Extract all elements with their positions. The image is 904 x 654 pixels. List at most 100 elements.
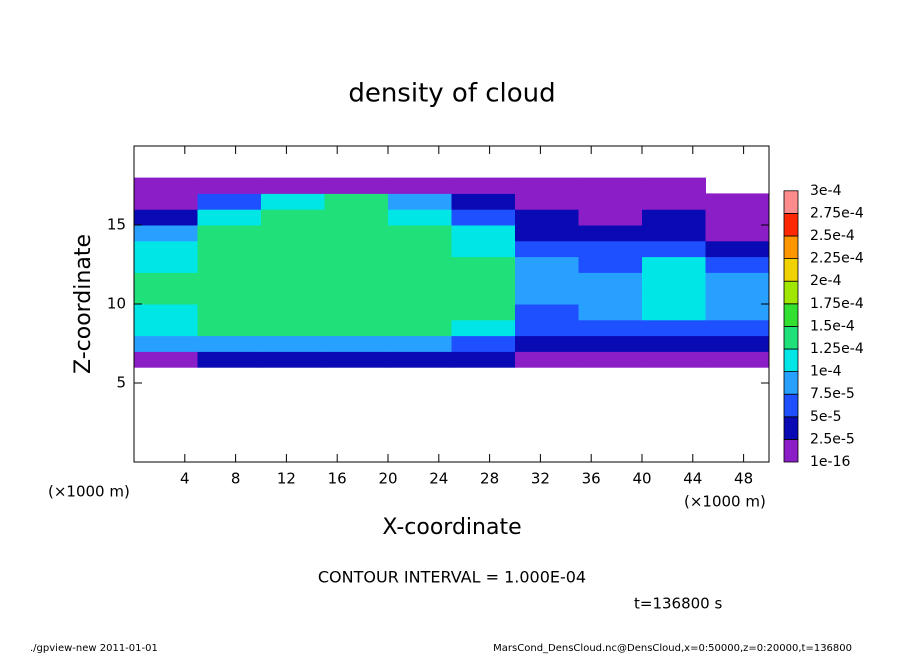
heat-cell	[261, 319, 325, 337]
heat-cell	[451, 335, 516, 352]
heat-cell	[134, 177, 198, 194]
heat-cell	[578, 288, 643, 305]
y-axis-label: Z-coordinate	[71, 234, 96, 374]
colorbar-label: 1e-4	[810, 364, 842, 380]
colorbar-label: 2.75e-4	[810, 205, 864, 221]
heat-cell	[642, 209, 706, 226]
heat-cell	[324, 225, 389, 242]
colorbar-label: 2.5e-4	[810, 228, 855, 244]
x-tick-label: 4	[180, 470, 190, 488]
heat-cell	[261, 335, 325, 352]
chart-title: density of cloud	[348, 79, 555, 109]
heat-cell	[642, 193, 706, 210]
x-unit-label: (×1000 m)	[684, 493, 766, 511]
heat-cell	[578, 304, 643, 321]
heat-cell	[451, 225, 516, 242]
x-tick-label: 36	[582, 470, 601, 488]
heat-cell	[642, 177, 706, 194]
heat-cell	[705, 240, 770, 258]
heat-cell	[451, 288, 516, 305]
heat-cell	[515, 240, 579, 258]
colorbar-label: 2.5e-5	[810, 431, 855, 447]
colorbar-box	[783, 393, 799, 418]
heat-cell	[515, 304, 579, 321]
heat-cell	[388, 288, 452, 305]
heat-cell	[134, 209, 198, 226]
y-tick-label: 15	[107, 216, 126, 234]
heat-cell	[515, 256, 579, 273]
heat-cell	[324, 335, 389, 352]
colorbar-box	[783, 258, 799, 282]
heat-cell	[705, 225, 770, 242]
heat-cell	[515, 288, 579, 305]
colorbar-box	[783, 190, 799, 214]
heat-cell	[134, 272, 198, 289]
heat-cell	[705, 335, 770, 352]
colorbar-box	[783, 280, 799, 305]
colorbar-label: 1e-16	[810, 454, 850, 470]
heat-cell	[197, 335, 262, 352]
heat-cell	[451, 272, 516, 289]
heat-cell	[261, 225, 325, 242]
heat-cell	[451, 177, 516, 194]
heat-cell	[197, 240, 262, 258]
heat-cell	[451, 193, 516, 210]
heat-cell	[134, 240, 198, 258]
heat-cell	[578, 193, 643, 210]
heat-cell	[451, 240, 516, 258]
heat-cell	[324, 193, 389, 210]
heat-cell	[388, 177, 452, 194]
heat-cell	[578, 256, 643, 273]
colorbar-label: 7.5e-5	[810, 386, 855, 402]
x-tick-label: 12	[277, 470, 296, 488]
heat-cell	[261, 209, 325, 226]
heat-cell	[134, 304, 198, 321]
heat-cell	[197, 319, 262, 337]
x-unit-label: (×1000 m)	[48, 483, 130, 501]
heat-cell	[578, 177, 643, 194]
heat-cell	[197, 256, 262, 273]
heat-cell	[705, 304, 770, 321]
x-tick-label: 28	[480, 470, 499, 488]
heat-cell	[324, 304, 389, 321]
x-tick-label: 24	[429, 470, 448, 488]
heat-cell	[388, 256, 452, 273]
heat-cell	[134, 288, 198, 305]
x-tick-label: 16	[328, 470, 347, 488]
heat-cell	[324, 209, 389, 226]
colorbar-box	[783, 371, 799, 395]
y-tick-label: 5	[116, 374, 126, 392]
heat-cell	[515, 177, 579, 194]
heat-cell	[134, 256, 198, 273]
heat-cell	[261, 272, 325, 289]
heat-cell	[388, 209, 452, 226]
x-axis-label: X-coordinate	[382, 515, 521, 540]
heat-cell	[388, 351, 452, 368]
heat-cell	[705, 288, 770, 305]
heat-cell	[515, 335, 579, 352]
colorbar-box	[783, 303, 799, 327]
x-tick-label: 32	[531, 470, 550, 488]
contour-note: CONTOUR INTERVAL = 1.000E-04	[318, 568, 586, 587]
x-tick-label: 20	[378, 470, 397, 488]
heat-cell	[261, 304, 325, 321]
heat-cell	[324, 288, 389, 305]
heat-cell	[642, 304, 706, 321]
time-note: t=136800 s	[634, 595, 722, 613]
heat-cell	[578, 240, 643, 258]
colorbar-label: 1.75e-4	[810, 296, 864, 312]
heat-cell	[578, 335, 643, 352]
colorbar-box	[783, 438, 799, 463]
heat-cell	[642, 335, 706, 352]
heat-cell	[261, 240, 325, 258]
heat-cell	[134, 225, 198, 242]
heat-cell	[134, 319, 198, 337]
heat-cell	[515, 225, 579, 242]
heat-cell	[261, 256, 325, 273]
x-tick-label: 40	[632, 470, 651, 488]
heat-cell	[642, 351, 706, 368]
heat-cell	[705, 272, 770, 289]
colorbar-label: 5e-5	[810, 409, 841, 425]
heat-cell	[197, 288, 262, 305]
heat-cell	[388, 193, 452, 210]
